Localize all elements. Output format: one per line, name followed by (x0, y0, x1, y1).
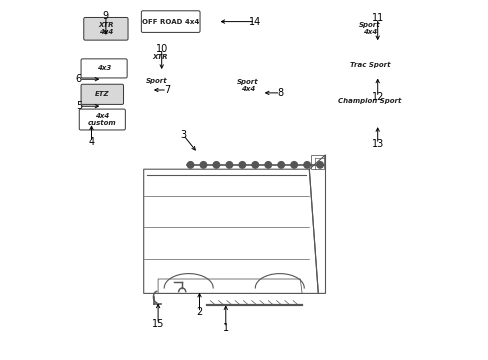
Circle shape (277, 162, 284, 168)
Circle shape (200, 162, 206, 168)
Text: Sport: Sport (145, 78, 167, 84)
Text: 3: 3 (180, 130, 186, 140)
Text: XTR
4x4: XTR 4x4 (98, 22, 113, 35)
Text: 13: 13 (371, 139, 383, 149)
Text: 9: 9 (102, 11, 109, 21)
Circle shape (187, 162, 193, 168)
Text: 5: 5 (76, 101, 82, 111)
Circle shape (213, 162, 219, 168)
Circle shape (303, 162, 310, 168)
FancyBboxPatch shape (83, 17, 128, 40)
Circle shape (316, 162, 323, 168)
FancyBboxPatch shape (81, 84, 123, 104)
Text: Champion Sport: Champion Sport (337, 98, 401, 104)
Text: 4x4
custom: 4x4 custom (88, 113, 116, 126)
Text: ETZ: ETZ (95, 91, 109, 97)
Circle shape (225, 162, 232, 168)
Text: Sport
4x4: Sport 4x4 (358, 22, 380, 35)
Text: 7: 7 (163, 85, 170, 95)
Text: Sport
4x4: Sport 4x4 (237, 78, 258, 91)
Circle shape (239, 162, 245, 168)
Text: 4: 4 (88, 137, 94, 147)
Text: Trac Sport: Trac Sport (349, 62, 389, 68)
Text: 6: 6 (76, 74, 82, 84)
Text: 1: 1 (222, 323, 228, 333)
Text: OFF ROAD 4x4: OFF ROAD 4x4 (142, 19, 199, 24)
Circle shape (290, 162, 297, 168)
Text: 10: 10 (155, 44, 167, 54)
Text: 4x3: 4x3 (97, 66, 111, 71)
Text: 8: 8 (277, 88, 283, 98)
Circle shape (264, 162, 271, 168)
Circle shape (251, 162, 258, 168)
Text: 2: 2 (196, 307, 202, 318)
Text: XTR: XTR (152, 54, 167, 60)
Text: 12: 12 (371, 92, 383, 102)
Text: 14: 14 (249, 17, 261, 27)
Text: 11: 11 (371, 13, 383, 23)
Text: 15: 15 (152, 319, 164, 329)
